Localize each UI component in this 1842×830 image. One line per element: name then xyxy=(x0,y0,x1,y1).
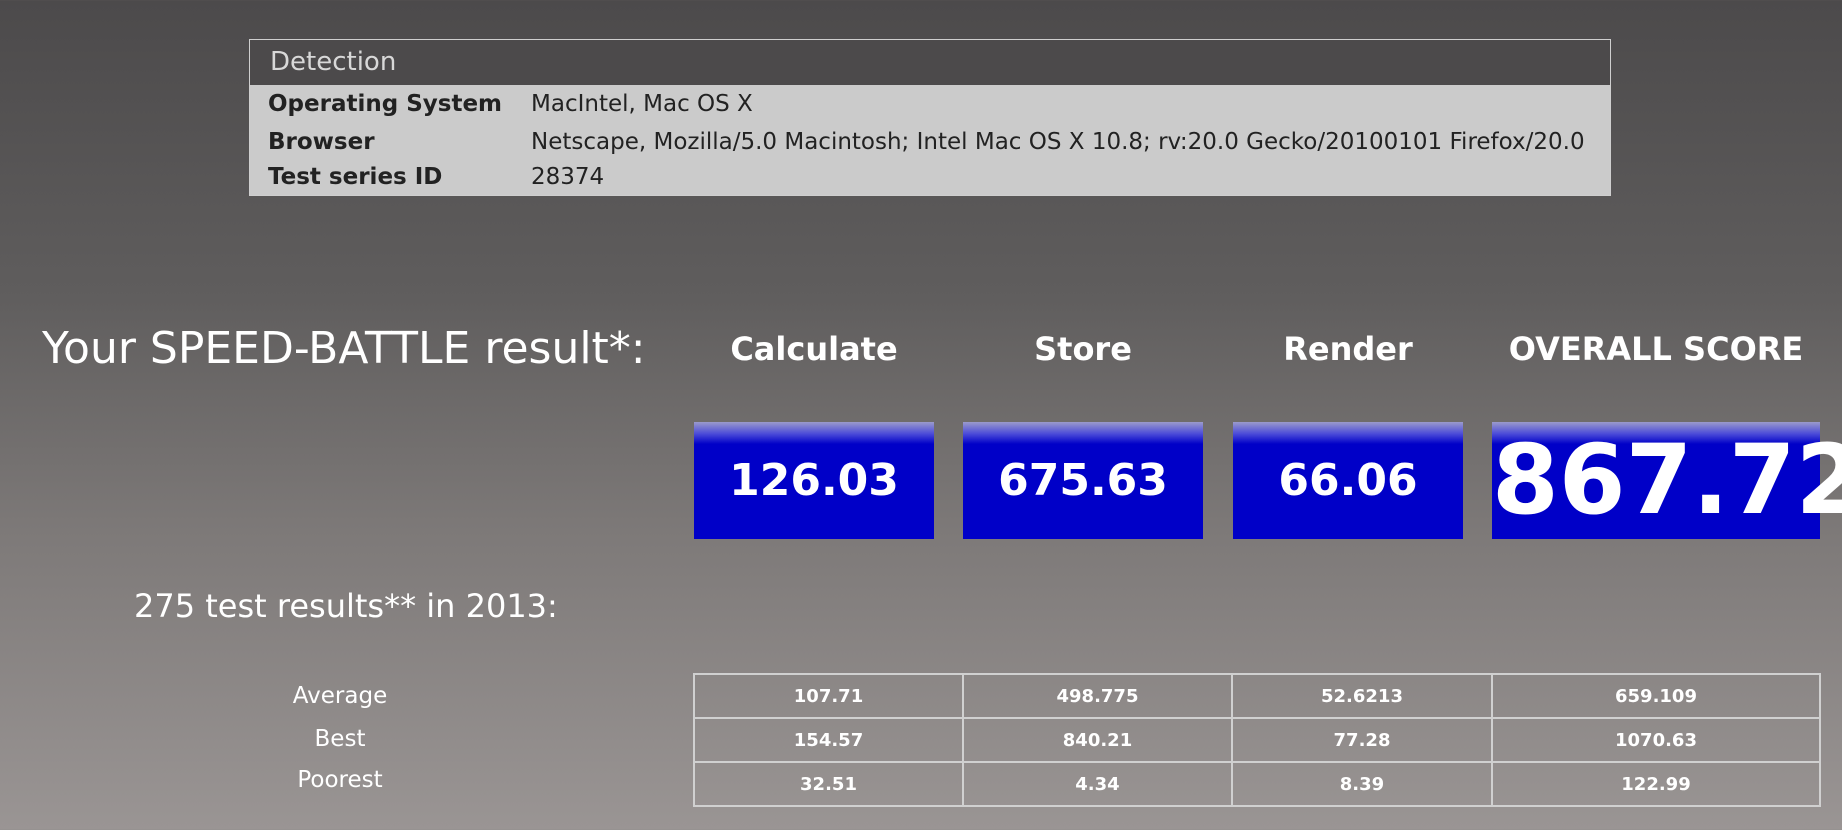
table-cell: 498.775 xyxy=(962,673,1233,719)
detection-panel: Detection Operating System MacIntel, Mac… xyxy=(249,39,1611,196)
table-cell: 8.39 xyxy=(1231,761,1493,807)
table-cell: 122.99 xyxy=(1491,761,1821,807)
table-cell: 32.51 xyxy=(693,761,964,807)
stats-row-label-poorest: Poorest xyxy=(297,767,383,793)
table-cell: 659.109 xyxy=(1491,673,1821,719)
detection-label: Browser xyxy=(268,129,375,155)
detection-label: Operating System xyxy=(268,91,503,117)
column-header-render: Render xyxy=(1283,330,1413,368)
table-cell: 52.6213 xyxy=(1231,673,1493,719)
stats-table: 107.71 498.775 52.6213 659.109 154.57 84… xyxy=(693,673,1821,807)
table-cell: 107.71 xyxy=(693,673,964,719)
table-cell: 77.28 xyxy=(1231,717,1493,763)
column-header-calculate: Calculate xyxy=(730,330,898,368)
column-header-store: Store xyxy=(1034,330,1132,368)
detection-label: Test series ID xyxy=(268,164,443,190)
table-cell: 840.21 xyxy=(962,717,1233,763)
table-row: 107.71 498.775 52.6213 659.109 xyxy=(693,673,1821,719)
table-row: 32.51 4.34 8.39 122.99 xyxy=(693,761,1821,807)
stats-title: 275 test results** in 2013: xyxy=(134,587,558,625)
detection-title: Detection xyxy=(250,40,1610,85)
stats-row-label-best: Best xyxy=(314,726,366,752)
table-cell: 4.34 xyxy=(962,761,1233,807)
table-cell: 1070.63 xyxy=(1491,717,1821,763)
table-cell: 154.57 xyxy=(693,717,964,763)
score-store: 675.63 xyxy=(963,422,1203,539)
detection-value: MacIntel, Mac OS X xyxy=(531,91,753,117)
detection-value: Netscape, Mozilla/5.0 Macintosh; Intel M… xyxy=(531,129,1585,155)
stats-row-label-average: Average xyxy=(292,683,388,709)
score-calculate: 126.03 xyxy=(694,422,934,539)
column-header-overall: OVERALL SCORE xyxy=(1508,330,1804,368)
score-render: 66.06 xyxy=(1233,422,1463,539)
table-row: 154.57 840.21 77.28 1070.63 xyxy=(693,717,1821,763)
score-overall: 867.72 xyxy=(1492,422,1842,539)
detection-value: 28374 xyxy=(531,164,605,190)
result-title: Your SPEED-BATTLE result*: xyxy=(42,323,646,374)
